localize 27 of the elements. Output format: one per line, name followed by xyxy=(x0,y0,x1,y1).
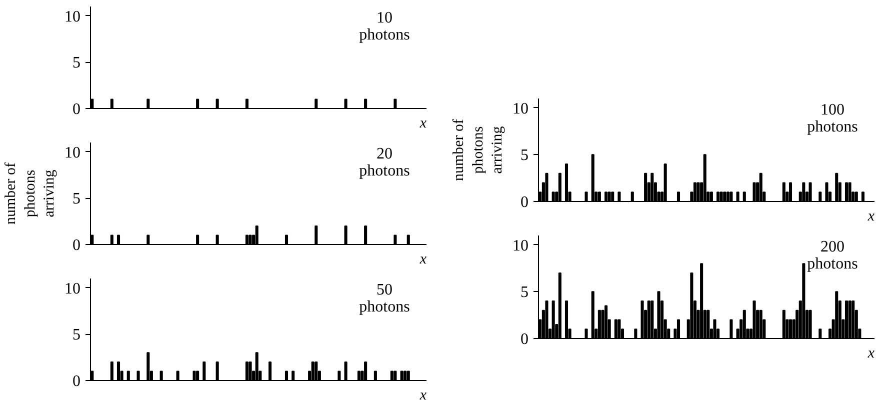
x-axis-title: x xyxy=(418,116,427,132)
y-tick-label: 10 xyxy=(64,8,80,26)
annotation: 20 photons xyxy=(359,146,410,180)
y-tick-label: 10 xyxy=(512,237,528,254)
y-tick-label: 5 xyxy=(72,54,80,72)
annotation: 100 photons xyxy=(807,102,858,136)
y-tick-label: 0 xyxy=(72,373,80,390)
y-tick-label: 0 xyxy=(72,237,80,254)
x-axis-title: x xyxy=(866,208,875,224)
y-tick-label: 10 xyxy=(64,280,80,298)
annotation: 200 photons xyxy=(807,238,858,273)
y-tick-label: 0 xyxy=(520,194,528,211)
y-axis-title: number of photons arriving xyxy=(451,118,506,182)
y-tick-label: 5 xyxy=(72,190,80,208)
y-tick-label: 10 xyxy=(512,100,528,118)
x-axis-title: x xyxy=(866,346,875,362)
y-tick-label: 0 xyxy=(72,101,80,118)
annotation: 50 photons xyxy=(359,282,410,316)
y-axis-title: number of photons arriving xyxy=(3,162,58,225)
x-axis-title: x xyxy=(418,388,427,404)
y-tick-label: 5 xyxy=(520,284,528,302)
y-tick-label: 5 xyxy=(520,147,528,164)
y-tick-label: 10 xyxy=(64,144,80,162)
y-tick-label: 5 xyxy=(72,326,80,344)
x-axis-title: x xyxy=(418,252,427,268)
annotation: 10 photons xyxy=(359,10,410,44)
y-tick-label: 0 xyxy=(520,331,528,348)
